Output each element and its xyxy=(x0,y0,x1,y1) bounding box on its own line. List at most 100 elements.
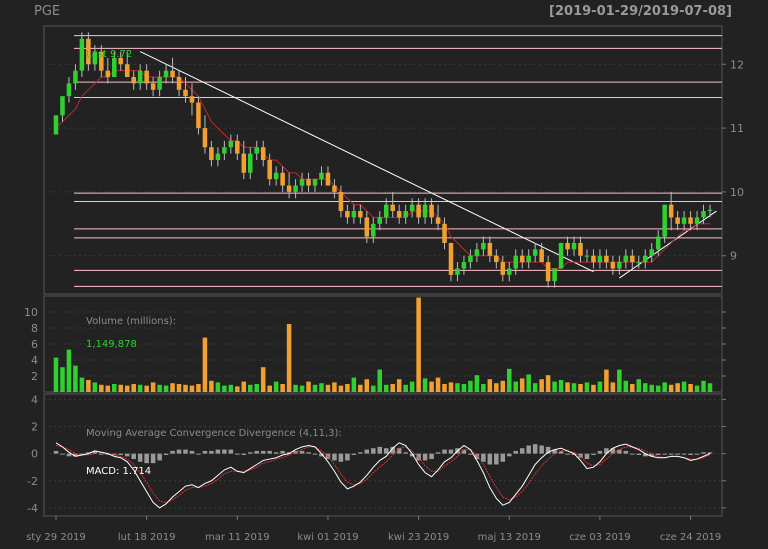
volume-bar xyxy=(610,382,616,392)
candle-body xyxy=(66,83,72,97)
volume-bar xyxy=(66,349,72,392)
macd-histogram-bar xyxy=(507,453,512,457)
candle-body xyxy=(416,204,421,218)
macd-histogram-bar xyxy=(565,453,570,455)
macd-histogram-bar xyxy=(358,452,363,454)
volume-tick-label: 4 xyxy=(31,354,38,367)
macd-histogram-bar xyxy=(338,453,344,462)
volume-bar xyxy=(694,385,700,392)
x-tick-label: kwi 01 2019 xyxy=(297,532,358,543)
volume-bar xyxy=(86,380,91,392)
macd-histogram-bar xyxy=(532,444,538,454)
volume-bar xyxy=(73,365,78,392)
candle-body xyxy=(500,262,506,275)
volume-bar xyxy=(99,384,104,392)
macd-histogram-bar xyxy=(183,449,188,454)
candle-body xyxy=(112,57,117,78)
macd-histogram-bar xyxy=(409,453,415,457)
macd-histogram-bar xyxy=(630,453,635,455)
candle-body xyxy=(351,211,357,218)
macd-last-value: MACD: 1.714 xyxy=(86,466,151,477)
volume-bar xyxy=(500,380,506,392)
macd-histogram-bar xyxy=(610,448,616,454)
volume-bar xyxy=(396,379,402,392)
macd-histogram-bar xyxy=(163,453,169,455)
candle-body xyxy=(202,128,208,148)
candle-body xyxy=(312,179,318,186)
volume-tick-label: 6 xyxy=(31,338,38,351)
volume-bar xyxy=(487,379,493,392)
volume-bar xyxy=(254,384,259,392)
volume-bar xyxy=(273,381,279,392)
volume-bar xyxy=(312,384,318,392)
macd-histogram-bar xyxy=(442,449,447,454)
candle-body xyxy=(396,211,402,218)
macd-histogram-bar xyxy=(196,453,201,455)
macd-histogram-bar xyxy=(79,453,85,455)
volume-bar xyxy=(675,383,680,392)
x-tick-label: lut 18 2019 xyxy=(118,532,176,543)
volume-bar xyxy=(358,384,363,392)
volume-bar xyxy=(112,384,117,392)
candle-body xyxy=(558,242,564,269)
candle-body xyxy=(545,262,551,282)
candle-body xyxy=(630,255,635,263)
volume-bar xyxy=(578,384,583,392)
macd-histogram-bar xyxy=(500,453,506,462)
macd-histogram-bar xyxy=(707,452,713,454)
macd-histogram-bar xyxy=(675,453,680,455)
macd-label: Moving Average Convergence Divergence (4… xyxy=(86,428,342,439)
candle-body xyxy=(435,217,441,224)
macd-histogram-bar xyxy=(494,453,499,465)
macd-histogram-bar xyxy=(118,453,124,455)
x-tick-label: cze 03 2019 xyxy=(569,532,630,543)
candle-body xyxy=(604,255,609,263)
candle-body xyxy=(377,217,383,224)
volume-last-value: 1,149,878 xyxy=(86,339,137,350)
candle-body xyxy=(662,204,667,237)
volume-bar xyxy=(617,369,622,392)
volume-bar xyxy=(552,381,557,392)
candle-body xyxy=(157,77,162,90)
candle-body xyxy=(623,255,629,263)
macd-histogram-bar xyxy=(60,453,65,455)
macd-histogram-bar xyxy=(280,450,285,454)
candle-body xyxy=(254,147,259,154)
volume-bar xyxy=(364,379,370,392)
macd-histogram-bar xyxy=(681,453,687,455)
candle-body xyxy=(299,179,305,186)
macd-histogram-bar xyxy=(241,453,247,455)
macd-histogram-bar xyxy=(617,449,622,454)
candle-body xyxy=(215,153,221,160)
candle-body xyxy=(681,217,687,224)
volume-bar xyxy=(662,382,667,392)
macd-histogram-bar xyxy=(332,453,337,461)
macd-histogram-bar xyxy=(403,452,408,454)
volume-bar xyxy=(558,380,564,392)
candle-body xyxy=(137,70,143,84)
macd-histogram-bar xyxy=(396,448,402,454)
volume-tick-label: 2 xyxy=(31,370,38,383)
macd-histogram-bar xyxy=(604,448,609,454)
x-tick-label: maj 13 2019 xyxy=(478,532,541,543)
candle-body xyxy=(267,160,272,180)
macd-tick-label: 2 xyxy=(31,421,38,434)
volume-bar xyxy=(571,383,577,392)
volume-bar xyxy=(494,383,499,392)
volume-bar xyxy=(293,384,298,392)
macd-histogram-bar xyxy=(202,450,208,454)
macd-histogram-bar xyxy=(383,448,389,454)
candle-body xyxy=(468,255,473,263)
price-tick-label: 10 xyxy=(730,186,744,199)
candle-body xyxy=(273,172,279,180)
candle-body xyxy=(422,204,428,218)
macd-histogram-bar xyxy=(623,450,629,454)
volume-bar xyxy=(202,337,208,392)
volume-bar xyxy=(481,384,486,392)
macd-histogram-bar xyxy=(351,453,357,455)
candle-body xyxy=(578,242,583,256)
volume-tick-label: 8 xyxy=(31,322,38,335)
volume-bar xyxy=(351,377,357,392)
candle-body xyxy=(60,96,65,116)
macd-frame xyxy=(43,393,723,517)
